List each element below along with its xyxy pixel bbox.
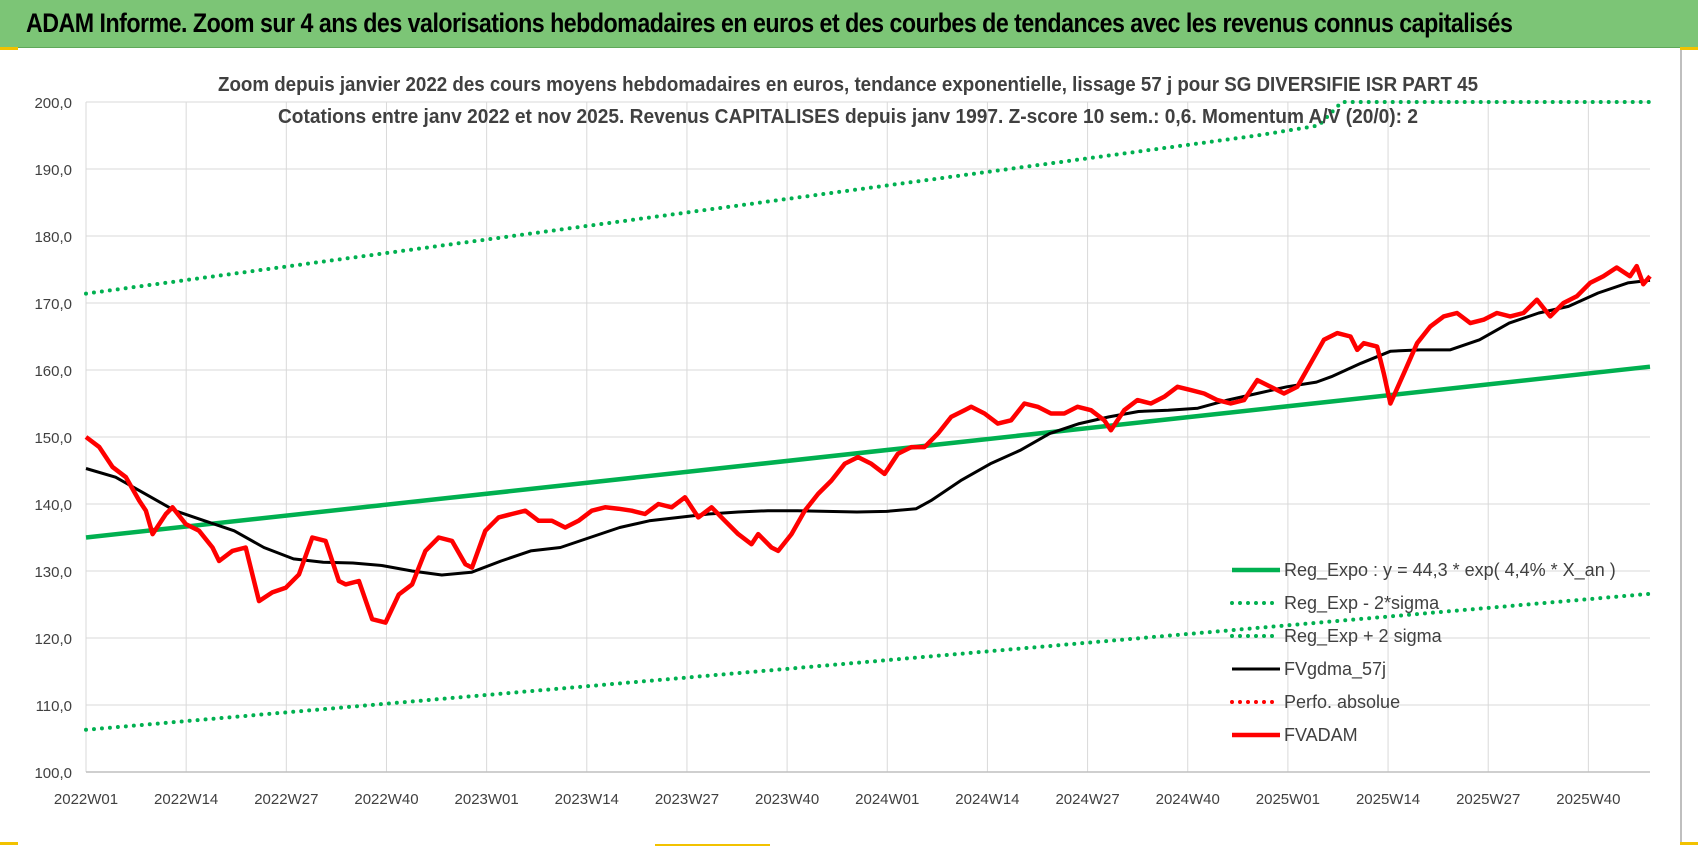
frame-corner-br: [1680, 842, 1698, 845]
chart-subtitle: Cotations entre janv 2022 et nov 2025. R…: [278, 106, 1418, 128]
y-tick-label: 120,0: [34, 631, 72, 648]
x-tick-label: 2025W40: [1556, 791, 1620, 808]
y-tick-label: 160,0: [34, 363, 72, 380]
x-tick-label: 2025W14: [1356, 791, 1420, 808]
y-tick-label: 110,0: [36, 698, 72, 715]
series-line-fvadam: [84, 263, 1652, 625]
x-tick-label: 2024W01: [855, 791, 919, 808]
y-tick-label: 180,0: [34, 229, 72, 246]
y-tick-label: 130,0: [34, 564, 72, 581]
x-tick-label: 2024W27: [1055, 791, 1119, 808]
legend-label-reg-expo-y-44-3-exp-4-4-x-an: Reg_Expo : y = 44,3 * exp( 4,4% * X_an ): [1284, 560, 1616, 581]
frame-edge-right: [1680, 50, 1682, 842]
y-tick-label: 100,0: [34, 765, 72, 782]
x-tick-label: 2025W01: [1256, 791, 1320, 808]
y-tick-label: 150,0: [34, 430, 72, 447]
x-tick-label: 2023W14: [555, 791, 619, 808]
frame-corner-tr: [1680, 47, 1698, 50]
legend: Reg_Expo : y = 44,3 * exp( 4,4% * X_an )…: [1230, 560, 1616, 745]
x-tick-label: 2022W27: [254, 791, 318, 808]
x-tick-label: 2024W40: [1156, 791, 1220, 808]
legend-label-reg-exp-2-sigma: Reg_Exp + 2 sigma: [1284, 626, 1443, 647]
frame-corner-bl: [0, 842, 18, 845]
y-tick-label: 190,0: [34, 162, 72, 179]
x-tick-label: 2023W27: [655, 791, 719, 808]
y-tick-label: 140,0: [34, 497, 72, 514]
x-tick-label: 2023W40: [755, 791, 819, 808]
grid: [85, 101, 1650, 773]
report-title: ADAM Informe. Zoom sur 4 ans des valoris…: [26, 8, 1513, 38]
series-line-reg-exp-2-sigma: [84, 591, 1652, 732]
frame-marker-bottom: [655, 844, 770, 846]
legend-label-fvadam: FVADAM: [1284, 725, 1358, 745]
x-tick-label: 2022W01: [54, 791, 118, 808]
report-header: ADAM Informe. Zoom sur 4 ans des valoris…: [0, 0, 1698, 48]
legend-label-reg-exp-2-sigma: Reg_Exp - 2*sigma: [1284, 593, 1440, 614]
frame-corner-tl: [0, 47, 18, 50]
x-tick-label: 2024W14: [955, 791, 1019, 808]
x-tick-label: 2023W01: [455, 791, 519, 808]
x-tick-label: 2025W27: [1456, 791, 1520, 808]
series-line-fvgdma-57j: [85, 278, 1651, 577]
x-tick-label: 2022W14: [154, 791, 218, 808]
legend-label-perfo-absolue: Perfo. absolue: [1284, 692, 1400, 712]
y-tick-label: 170,0: [34, 296, 72, 313]
series-line-reg-exp-2-sigma: [84, 100, 1652, 296]
legend-label-fvgdma-57j: FVgdma_57j: [1284, 659, 1386, 680]
y-tick-label: 200,0: [34, 95, 72, 112]
series-lines: [84, 100, 1652, 732]
x-tick-label: 2022W40: [354, 791, 418, 808]
axis-labels: 100,0 110,0 120,0 130,0 140,0 150,0 160,0 170,0…: [34, 95, 1620, 808]
chart-title: Zoom depuis janvier 2022 des cours moyen…: [218, 74, 1478, 96]
